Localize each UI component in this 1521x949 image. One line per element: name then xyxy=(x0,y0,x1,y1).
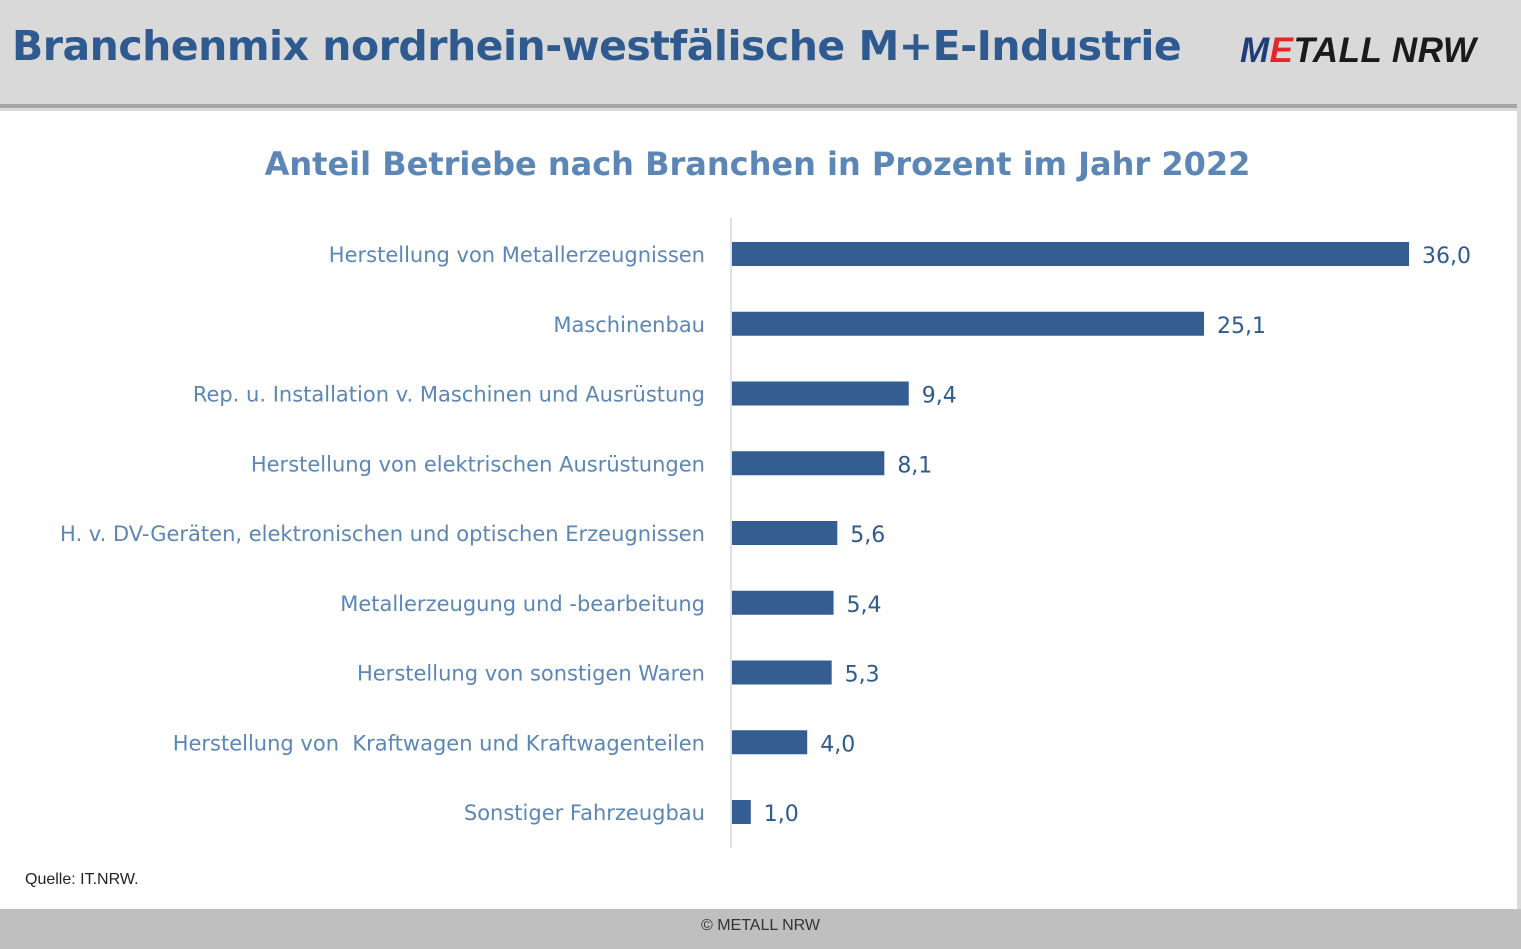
bar xyxy=(732,242,1409,266)
chart-title: Anteil Betriebe nach Branchen in Prozent… xyxy=(264,145,1251,183)
right-edge-bar xyxy=(1517,0,1521,949)
bar xyxy=(732,451,885,476)
category-label: Rep. u. Installation v. Maschinen und Au… xyxy=(193,383,705,407)
bar xyxy=(732,381,909,406)
category-label: Herstellung von elektrischen Ausrüstunge… xyxy=(251,452,705,476)
category-label: Herstellung von Metallerzeugnissen xyxy=(329,243,705,267)
data-label: 25,1 xyxy=(1217,314,1266,339)
category-label: Herstellung von sonstigen Waren xyxy=(357,662,705,686)
data-label: 36,0 xyxy=(1422,244,1471,269)
data-label: 5,3 xyxy=(845,663,880,688)
data-label: 4,0 xyxy=(820,732,855,757)
header-divider-light xyxy=(0,108,1521,111)
data-label: 5,6 xyxy=(850,523,885,548)
footer-copyright: © METALL NRW xyxy=(0,909,1521,949)
category-label: H. v. DV-Geräten, elektronischen und opt… xyxy=(60,522,705,546)
category-label: Maschinenbau xyxy=(553,313,705,337)
data-label: 5,4 xyxy=(847,593,882,618)
data-label: 8,1 xyxy=(897,453,932,478)
bar xyxy=(732,521,838,545)
data-label: 9,4 xyxy=(922,384,957,409)
source-note: Quelle: IT.NRW. xyxy=(25,871,139,888)
page-title: Branchenmix nordrhein-westfälische M+E-I… xyxy=(12,22,1182,70)
header-divider xyxy=(0,104,1521,108)
bar xyxy=(732,660,832,685)
bar xyxy=(732,590,834,615)
metall-nrw-logo: METALL NRW xyxy=(1240,31,1477,70)
bar xyxy=(732,800,751,824)
bar xyxy=(732,311,1205,336)
header-bar xyxy=(0,0,1521,104)
bar-chart: Herstellung von Metallerzeugnissen 36,0 Ma… xyxy=(60,218,1471,848)
category-label: Sonstiger Fahrzeugbau xyxy=(464,801,705,825)
bar xyxy=(732,730,808,755)
category-label: Herstellung von Kraftwagen und Kraftwage… xyxy=(173,731,705,755)
category-label: Metallerzeugung und -bearbeitung xyxy=(340,592,705,616)
data-label: 1,0 xyxy=(764,802,799,827)
